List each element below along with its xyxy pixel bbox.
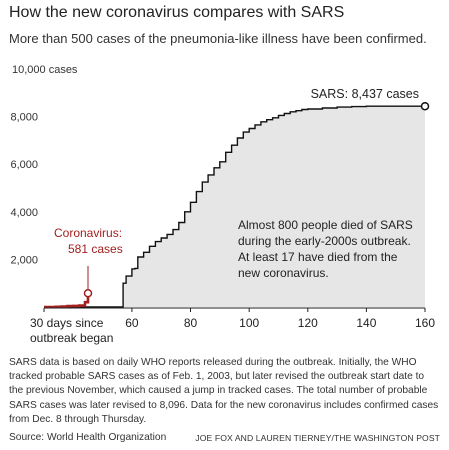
sars-series-label: SARS: 8,437 cases bbox=[311, 87, 419, 101]
sars-area bbox=[44, 106, 425, 307]
x-tick-label: 80 bbox=[184, 316, 198, 330]
x-tick-label: 120 bbox=[298, 316, 318, 330]
x-tick-label: 160 bbox=[415, 316, 435, 330]
coronavirus-end-point bbox=[83, 288, 93, 298]
y-tick-label: 4,000 bbox=[10, 207, 38, 219]
sars-line bbox=[44, 105, 425, 308]
coronavirus-series-label: Coronavirus: bbox=[54, 226, 122, 240]
coronavirus-value-label: 581 cases bbox=[68, 242, 123, 256]
x-tick-label: 60 bbox=[125, 316, 139, 330]
y-tick-label: 8,000 bbox=[10, 112, 38, 124]
deaths-annotation: Almost 800 people died of SARS during the… bbox=[238, 218, 413, 280]
sars-end-point bbox=[420, 101, 430, 111]
x-tick-label: 100 bbox=[239, 316, 259, 330]
chart-area: 2,000 4,000 6,000 8,000 10,000 cases 30 days… bbox=[10, 64, 435, 345]
methodology-note: SARS data is based on daily WHO reports … bbox=[9, 357, 439, 425]
source-line: Source: World Health Organization bbox=[9, 432, 167, 443]
credit-line: JOE FOX AND LAUREN TIERNEY/THE WASHINGTO… bbox=[195, 433, 440, 443]
x-tick-label: 30 days since outbreak began bbox=[30, 316, 113, 345]
x-axis: 30 days since outbreak began 60 80 100 120 140… bbox=[30, 308, 435, 345]
chart-title: How the new coronavirus compares with SA… bbox=[9, 4, 345, 21]
y-tick-label: 2,000 bbox=[10, 254, 38, 266]
y-tick-label: 6,000 bbox=[10, 159, 38, 171]
chart-subtitle: More than 500 cases of the pneumonia-lik… bbox=[9, 31, 427, 46]
y-tick-label: 10,000 cases bbox=[12, 64, 78, 76]
coronavirus-line bbox=[44, 293, 90, 309]
y-axis: 2,000 4,000 6,000 8,000 10,000 cases bbox=[10, 64, 77, 266]
x-tick-label: 140 bbox=[356, 316, 376, 330]
